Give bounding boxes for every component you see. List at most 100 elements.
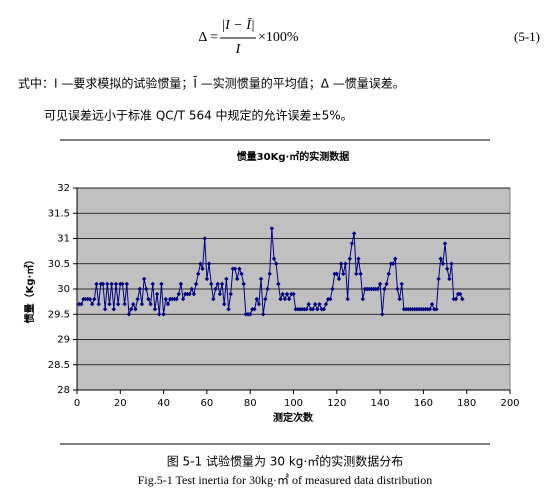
data-point [330,286,335,292]
data-point [280,291,285,297]
data-point [241,281,246,287]
y-tick-label: 32 [57,183,70,194]
data-point [341,271,346,277]
data-point [334,271,339,277]
formula-number: (5-1) [514,29,540,44]
data-point [120,281,125,287]
data-point [278,296,283,302]
data-point [122,301,127,307]
data-point [356,256,361,261]
data-point [141,276,147,282]
y-tick-label: 28 [57,385,70,396]
data-point [447,276,452,282]
data-point [148,301,153,307]
data-point [178,281,184,287]
data-point [224,276,229,282]
data-point [397,296,402,302]
x-axis-label: 测定次数 [273,411,314,424]
data-point [436,276,441,282]
data-point [154,291,160,297]
caption-en: Fig.5-1 Test inertia for 30kg·㎡ of measu… [138,473,433,487]
data-point [79,301,84,307]
data-point [200,266,205,271]
data-point [157,312,162,317]
data-point [321,307,327,312]
data-point [265,286,270,292]
data-point [237,266,242,271]
data-point [276,281,281,287]
data-point [226,307,231,312]
data-point [100,281,106,287]
paragraph: 式中：I —要求模拟的试验惯量；Ī —实测惯量的平均值；Δ —惯量误差。 [18,76,405,91]
y-axis-label: 惯量（Kg·㎡） [23,255,36,324]
data-point [102,307,108,312]
data-point [135,296,140,302]
data-point [174,296,179,302]
data-point [310,307,316,312]
data-point [445,266,450,271]
data-point [273,261,279,266]
y-tick-label: 30 [57,284,70,295]
data-point [204,276,210,282]
data-point [217,291,223,297]
data-point [176,291,181,297]
data-point [113,281,119,287]
data-point [96,301,101,307]
data-point [107,301,112,307]
data-point [338,261,344,266]
data-point [449,261,454,266]
y-tick-label: 29 [57,335,70,346]
data-point [351,231,357,236]
data-point [189,286,194,292]
data-point [213,286,218,292]
chart-title: 惯量30Kg·㎡的实测数据 [237,150,350,163]
x-tick-label: 0 [74,398,80,409]
data-point [191,291,197,297]
data-point [345,296,350,302]
formula-denominator: I [235,42,242,57]
data-point [291,291,296,297]
data-point [144,286,149,292]
data-point [211,296,216,302]
data-point [124,281,129,287]
data-point [429,301,435,307]
y-tick-label: 31 [57,234,70,245]
data-point [349,241,355,246]
y-tick-label: 31.5 [48,208,70,219]
data-point [146,296,151,302]
data-point [304,307,309,312]
data-point [267,271,272,277]
data-point [152,307,158,312]
data-point [252,307,257,312]
data-point [269,226,275,231]
data-point [126,312,132,317]
data-point [284,291,290,297]
data-point [399,281,404,287]
y-tick-label: 28.5 [48,360,70,371]
data-point [263,296,268,302]
data-point [248,312,253,317]
data-point [232,266,238,271]
x-tick-label: 140 [371,398,390,409]
data-point [360,296,365,302]
data-point [336,276,342,282]
data-point [196,271,201,277]
data-point [222,301,227,307]
data-point [323,301,329,307]
x-tick-label: 60 [201,398,214,409]
x-tick-label: 40 [157,398,170,409]
data-point [393,256,398,261]
data-point [358,271,363,277]
data-point [312,301,318,307]
x-tick-label: 200 [500,398,519,409]
series-line [79,228,463,315]
data-point [390,261,396,266]
data-point [442,241,448,246]
data-point [109,281,114,287]
data-point [386,271,391,277]
formula-factor: ×100% [258,30,299,45]
data-point [206,261,212,266]
data-point [256,301,262,307]
data-point [235,276,240,282]
